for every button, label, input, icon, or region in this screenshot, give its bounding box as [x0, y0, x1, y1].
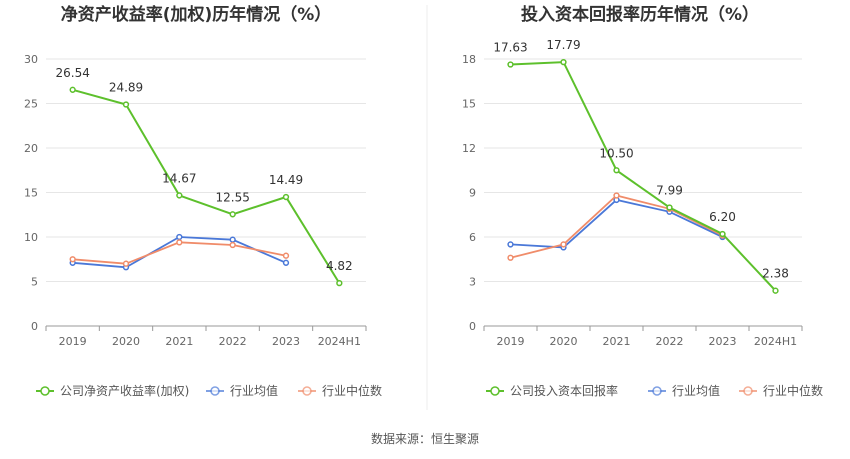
data-label: 17.79 — [546, 38, 580, 52]
series-line-industry-median — [72, 241, 287, 265]
x-tick-label: 2019 — [59, 335, 87, 348]
x-tick-label: 2020 — [550, 335, 578, 348]
data-point-company — [176, 192, 183, 199]
data-label: 14.49 — [269, 173, 303, 187]
x-tick-label: 2023 — [272, 335, 300, 348]
data-point-industry-median — [560, 241, 567, 248]
data-point-company — [719, 230, 726, 238]
y-tick-label: 25 — [24, 98, 38, 111]
data-label: 12.55 — [215, 190, 249, 204]
legend-label: 行业中位数 — [763, 383, 823, 398]
data-label: 10.50 — [599, 146, 633, 160]
data-point-company — [336, 279, 343, 287]
data-point-company — [666, 204, 673, 211]
data-point-industry-avg — [282, 259, 290, 266]
x-tick-label: 2021 — [165, 335, 193, 348]
data-point-company — [229, 211, 236, 218]
data-point-industry-median — [176, 239, 183, 246]
legend-label: 行业均值 — [672, 383, 720, 398]
data-label: 17.63 — [493, 40, 527, 54]
legend-item-company: 公司投入资本回报率 — [486, 383, 618, 398]
legend-label: 公司净资产收益率(加权) — [60, 383, 189, 398]
legend-label: 公司投入资本回报率 — [510, 383, 618, 398]
y-tick-label: 9 — [469, 187, 476, 200]
y-tick-label: 18 — [462, 53, 476, 66]
data-point-company — [560, 58, 567, 66]
x-tick-label: 2020 — [112, 335, 140, 348]
data-label: 14.67 — [162, 171, 196, 185]
data-point-industry-median — [282, 252, 290, 259]
y-tick-label: 5 — [31, 276, 38, 289]
legend-item-industry-median: 行业中位数 — [298, 383, 382, 398]
roic-chart-panel: 投入资本回报率历年情况（%） 0 3 6 9 12 15 18 2019 2020 2021 2022… — [462, 4, 823, 398]
y-tick-label: 3 — [469, 276, 476, 289]
series-line-company — [510, 61, 777, 292]
series-line-industry-avg — [510, 198, 723, 249]
legend-swatch-marker — [743, 386, 753, 396]
data-point-company — [772, 287, 779, 294]
legend-label: 行业中位数 — [322, 383, 382, 398]
data-label: 24.89 — [109, 80, 143, 94]
legend-label: 行业均值 — [230, 383, 278, 398]
y-tick-label: 6 — [469, 231, 476, 244]
y-tick-label: 0 — [31, 320, 38, 333]
series-line-industry-median — [510, 194, 723, 259]
roe-chart-panel: 净资产收益率(加权)历年情况（%） 0 5 10 15 20 25 30 2019 2020 202… — [24, 4, 382, 398]
x-tick-label: 2021 — [603, 335, 631, 348]
data-point-company — [613, 167, 620, 174]
y-tick-label: 30 — [24, 53, 38, 66]
x-tick-label: 2022 — [219, 335, 247, 348]
data-point-industry-median — [613, 192, 620, 199]
legend-swatch-marker — [302, 386, 312, 396]
legend-swatch-marker — [40, 386, 50, 396]
chart-title: 投入资本回报率历年情况（%） — [521, 4, 759, 25]
data-label: 7.99 — [656, 183, 683, 197]
legend-item-industry-median: 行业中位数 — [739, 383, 823, 398]
source-note: 数据来源：恒生聚源 — [371, 431, 479, 446]
data-point-company — [122, 101, 130, 108]
y-tick-label: 12 — [462, 142, 476, 155]
x-tick-label: 2019 — [497, 335, 525, 348]
series-line-company — [72, 88, 341, 284]
data-label: 6.20 — [709, 210, 736, 224]
x-tick-label: 2022 — [656, 335, 684, 348]
data-point-company — [69, 86, 76, 93]
data-point-industry-avg — [229, 236, 236, 243]
legend-swatch-marker — [652, 386, 662, 396]
y-tick-label: 10 — [24, 231, 38, 244]
data-point-industry-avg — [176, 233, 183, 241]
data-label: 4.82 — [326, 259, 353, 273]
y-tick-label: 0 — [469, 320, 476, 333]
data-point-company — [282, 193, 290, 201]
legend-swatch-marker — [210, 386, 220, 396]
y-tick-label: 15 — [24, 187, 38, 200]
data-label: 2.38 — [762, 267, 789, 281]
data-point-company — [507, 61, 514, 68]
x-tick-label: 2024H1 — [754, 335, 797, 348]
legend-item-industry-avg: 行业均值 — [648, 383, 720, 398]
x-tick-label: 2024H1 — [318, 335, 361, 348]
data-point-industry-median — [122, 260, 130, 267]
data-point-industry-avg — [507, 241, 514, 248]
legend-item-industry-avg: 行业均值 — [206, 383, 278, 398]
chart-title: 净资产收益率(加权)历年情况（%） — [61, 4, 332, 25]
data-label: 26.54 — [55, 66, 89, 80]
data-point-industry-median — [507, 254, 514, 261]
data-point-industry-median — [69, 256, 76, 263]
y-tick-label: 15 — [462, 98, 476, 111]
data-point-industry-median — [229, 241, 236, 249]
x-tick-label: 2023 — [709, 335, 737, 348]
legend-swatch-marker — [490, 386, 500, 396]
legend-item-company: 公司净资产收益率(加权) — [36, 383, 189, 398]
y-tick-label: 20 — [24, 142, 38, 155]
